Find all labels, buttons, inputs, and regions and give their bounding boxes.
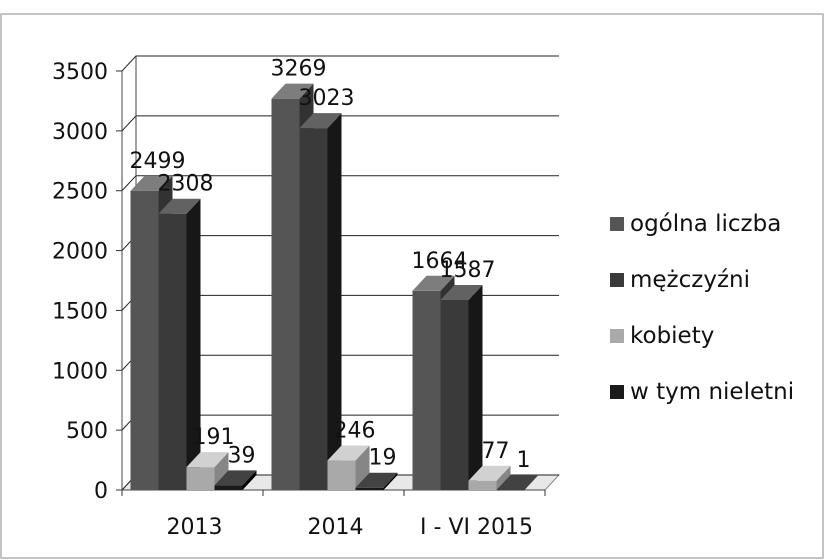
data-label: 19 xyxy=(369,446,397,471)
data-label: 3269 xyxy=(271,57,327,82)
y-tick-label: 3000 xyxy=(52,120,108,145)
bar xyxy=(186,452,229,490)
bar xyxy=(299,113,342,491)
data-label: 39 xyxy=(228,443,256,468)
bar xyxy=(355,472,398,490)
bar-top xyxy=(214,470,257,486)
bar-side xyxy=(496,465,511,490)
bar-side xyxy=(327,113,342,491)
bar-top xyxy=(130,175,173,191)
data-label: 3023 xyxy=(299,86,355,111)
legend-label: ogólna liczba xyxy=(630,211,782,237)
data-label: 1664 xyxy=(412,249,468,274)
bar xyxy=(327,445,370,490)
bars xyxy=(130,83,539,491)
data-label: 77 xyxy=(482,439,510,464)
legend-item: mężczyźni xyxy=(610,252,794,308)
bar-front xyxy=(186,467,215,490)
bar-front xyxy=(412,290,441,490)
bar-front xyxy=(440,300,469,490)
bar-top xyxy=(299,113,342,129)
legend-label: mężczyźni xyxy=(630,267,750,293)
bar xyxy=(214,470,257,490)
data-label: 246 xyxy=(334,419,376,444)
gridline xyxy=(121,55,559,72)
legend-swatch xyxy=(610,217,624,231)
bar-side xyxy=(383,472,398,490)
legend-label: kobiety xyxy=(630,323,715,349)
bar-front xyxy=(299,128,328,491)
legend-item: w tym nieletni xyxy=(610,364,794,420)
bar xyxy=(158,198,201,490)
bar-front xyxy=(355,487,384,490)
bar-front xyxy=(327,460,356,490)
legend-item: ogólna liczba xyxy=(610,196,794,252)
legend-swatch xyxy=(610,273,624,287)
x-tick-label: 2013 xyxy=(167,515,223,540)
bar-top xyxy=(186,452,229,468)
y-tick-label: 1000 xyxy=(52,359,108,384)
legend-swatch xyxy=(610,385,624,399)
bar-top xyxy=(468,465,511,481)
bar-front xyxy=(496,489,525,491)
bar-front xyxy=(468,480,497,490)
bar-top xyxy=(412,275,455,291)
bar-front xyxy=(130,190,159,491)
legend-label: w tym nieletni xyxy=(630,379,795,405)
bar-side xyxy=(524,474,539,490)
bar-side xyxy=(214,452,229,490)
y-tick-label: 2000 xyxy=(52,240,108,265)
bar xyxy=(468,465,511,490)
bar-side xyxy=(355,445,370,490)
y-tick-label: 3500 xyxy=(52,60,108,85)
y-axis-ticks: 0 500 1000 1500 2000 2500 3000 3500 xyxy=(52,60,122,504)
bar-top xyxy=(158,198,201,214)
legend-swatch xyxy=(610,329,624,343)
x-axis-ticks: 2013 2014 I - VI 2015 xyxy=(121,490,546,540)
legend: ogólna liczba mężczyźni kobiety w tym niele… xyxy=(610,196,794,420)
bar xyxy=(440,285,483,490)
bar-side xyxy=(468,285,483,490)
data-label: 2499 xyxy=(130,149,186,174)
bar-top xyxy=(355,472,398,488)
y-tick-label: 2500 xyxy=(52,180,108,205)
y-tick-label: 500 xyxy=(66,419,108,444)
bar-top xyxy=(327,445,370,461)
data-label: 1 xyxy=(517,448,531,473)
legend-item: kobiety xyxy=(610,308,794,364)
x-tick-label: 2014 xyxy=(308,515,364,540)
bar-side xyxy=(186,198,201,490)
y-tick-label: 1500 xyxy=(52,299,108,324)
y-tick-label: 0 xyxy=(94,479,108,504)
data-label: 1587 xyxy=(440,258,496,283)
bar-front xyxy=(214,485,243,490)
bar-front xyxy=(271,98,300,491)
bar-top xyxy=(271,83,314,99)
bar-front xyxy=(158,213,187,490)
bar-side xyxy=(242,470,257,490)
data-label: 191 xyxy=(193,425,235,450)
bar-top xyxy=(440,285,483,301)
bar-top xyxy=(496,474,539,490)
bar xyxy=(496,474,539,491)
x-tick-label: I - VI 2015 xyxy=(420,515,533,540)
data-label: 2308 xyxy=(158,172,214,197)
